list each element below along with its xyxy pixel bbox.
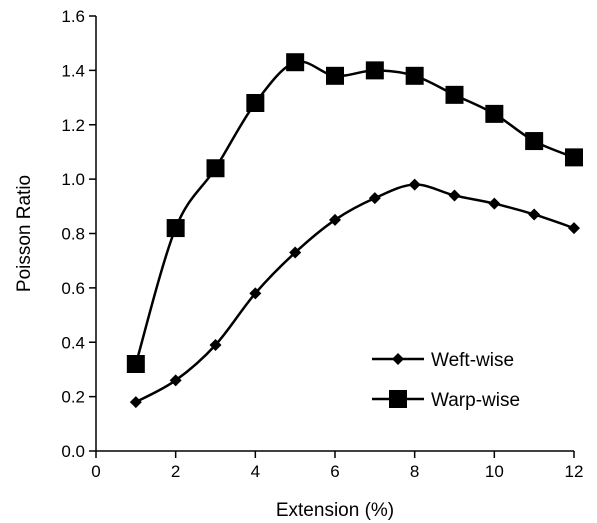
x-tick-label: 2 (171, 462, 180, 481)
data-point-warp-wise (445, 85, 464, 104)
data-point-weft-wise (329, 213, 341, 226)
series-line-warp-wise (134, 60, 575, 365)
data-point-warp-wise (166, 219, 185, 238)
data-point-weft-wise (368, 192, 381, 205)
legend-label-weft-wise: Weft-wise (431, 350, 514, 371)
y-tick-label: 0.8 (61, 225, 85, 244)
x-axis-title: Extension (%) (276, 500, 394, 521)
data-point-weft-wise (408, 178, 421, 191)
y-tick-label: 1.2 (61, 116, 85, 135)
data-point-weft-wise (129, 396, 142, 409)
y-axis-title: Poisson Ratio (14, 175, 35, 292)
y-tick-label: 0.0 (61, 442, 85, 461)
x-tick-label: 0 (91, 462, 100, 481)
data-point-weft-wise (568, 222, 580, 235)
legend-marker-warp-wise (389, 390, 407, 408)
data-point-weft-wise (488, 197, 501, 210)
y-tick-label: 0.2 (61, 388, 85, 407)
data-point-warp-wise (405, 66, 424, 85)
data-point-warp-wise (246, 94, 265, 112)
x-tick-label: 10 (485, 462, 504, 481)
data-point-warp-wise (286, 53, 305, 72)
legend-item-weft-wise: Weft-wise (372, 350, 514, 371)
data-point-weft-wise (448, 189, 461, 202)
y-tick-label: 0.4 (61, 333, 85, 352)
data-point-weft-wise (249, 287, 262, 300)
data-point-warp-wise (126, 355, 145, 373)
x-tick-label: 6 (330, 462, 339, 481)
y-tick-label: 1.4 (61, 61, 85, 80)
legend-marker-weft-wise (392, 353, 404, 365)
series-layer (126, 53, 583, 409)
data-point-warp-wise (565, 148, 583, 167)
y-axis-ticks: 0.0 0.2 0.4 0.6 0.8 1.0 1.2 1.4 1.6 (61, 7, 96, 461)
series-warp-wise (126, 53, 583, 373)
data-point-weft-wise (169, 374, 182, 387)
legend: Weft-wise Warp-wise (372, 350, 520, 411)
x-tick-label: 4 (251, 462, 260, 481)
legend-label-warp-wise: Warp-wise (431, 390, 520, 411)
data-point-warp-wise (485, 104, 504, 123)
data-point-weft-wise (528, 208, 541, 221)
data-point-weft-wise (289, 246, 302, 259)
data-point-warp-wise (525, 132, 544, 151)
legend-item-warp-wise: Warp-wise (372, 390, 520, 411)
data-point-warp-wise (365, 61, 384, 80)
x-axis-ticks: 0 2 4 6 8 10 12 (91, 451, 583, 481)
x-tick-label: 8 (410, 462, 419, 481)
y-tick-label: 1.0 (61, 170, 85, 189)
data-point-weft-wise (209, 338, 222, 351)
x-tick-label: 12 (565, 462, 584, 481)
data-point-warp-wise (206, 159, 225, 178)
series-weft-wise (129, 178, 580, 409)
y-tick-label: 1.6 (61, 7, 85, 26)
y-tick-label: 0.6 (61, 279, 85, 298)
data-point-warp-wise (326, 66, 344, 85)
